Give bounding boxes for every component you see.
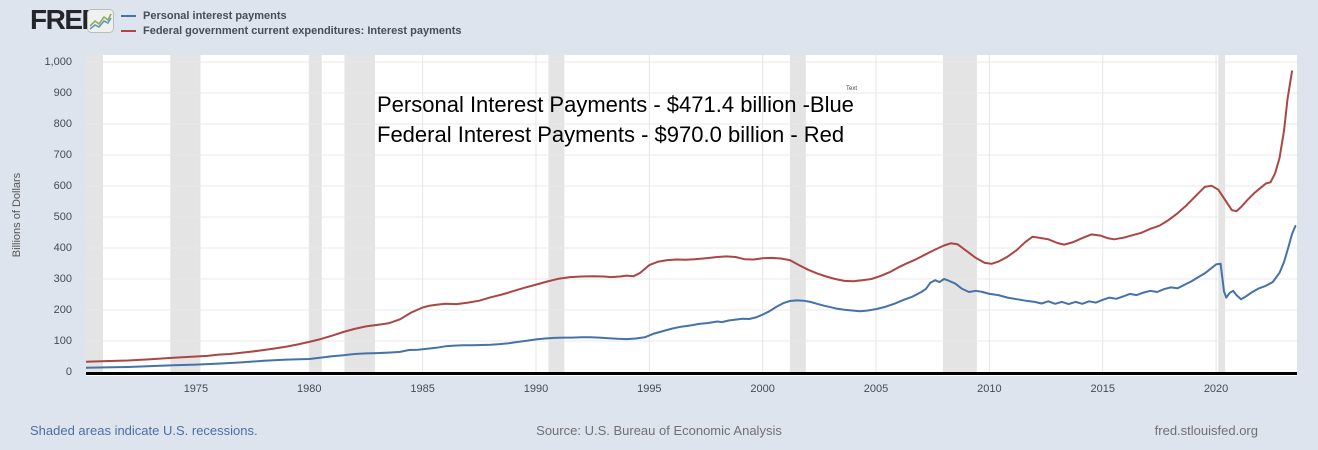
recessions-note-link[interactable]: Shaded areas indicate U.S. recessions.: [30, 423, 258, 438]
y-tick-label: 1,000: [44, 56, 72, 68]
y-tick-label: 200: [53, 304, 72, 316]
x-tick-label: 1980: [297, 383, 322, 395]
series-line-federal[interactable]: [86, 70, 1293, 363]
legend-dash-icon: [121, 29, 136, 32]
y-tick-label: 100: [53, 335, 72, 347]
x-axis-line: [86, 372, 1297, 375]
x-tick-label: 1990: [523, 383, 549, 395]
recession-band: [942, 55, 977, 372]
chart-annotation: Personal Interest Payments - $471.4 bill…: [377, 90, 854, 150]
legend-item-0: Personal interest payments: [121, 8, 461, 23]
y-tick-label: 900: [53, 87, 72, 99]
annotation-line-federal: Federal Interest Payments - $970.0 billi…: [377, 122, 845, 147]
x-tick-label: 2010: [977, 383, 1002, 395]
y-tick-label: 700: [53, 149, 72, 161]
legend-dash-icon: [121, 14, 136, 17]
y-tick-label: 300: [53, 273, 72, 285]
fred-sparkline-icon: [87, 9, 114, 38]
x-tick-label: 1985: [410, 383, 435, 395]
annotation-line-personal: Personal Interest Payments - $471.4 bill…: [377, 92, 854, 117]
x-tick-label: 1995: [637, 383, 662, 395]
recession-band: [344, 55, 376, 372]
legend: Personal interest payments Federal govern…: [121, 8, 461, 38]
legend-label: Federal government current expenditures:…: [143, 24, 462, 37]
x-tick-label: 2015: [1090, 383, 1115, 395]
recession-band: [1218, 55, 1226, 372]
legend-label: Personal interest payments: [143, 9, 287, 22]
x-tick-label: 2000: [750, 383, 775, 395]
y-tick-label: 800: [53, 118, 72, 130]
fred-site-link[interactable]: fred.stlouisfed.org: [1154, 423, 1258, 438]
recession-band: [789, 55, 806, 372]
annotation-text-handle: Text: [846, 86, 858, 92]
plot-area[interactable]: [86, 55, 1297, 376]
x-tick-label: 1975: [183, 383, 209, 395]
recession-band: [548, 55, 565, 372]
recession-band: [86, 55, 104, 372]
x-tick-label: 2005: [863, 383, 889, 395]
series-line-personal[interactable]: [86, 225, 1297, 369]
x-tick-label: 2020: [1203, 383, 1229, 395]
legend-item-1: Federal government current expenditures:…: [121, 23, 461, 38]
y-tick-label: 0: [65, 366, 72, 378]
source-text: Source: U.S. Bureau of Economic Analysis: [536, 423, 782, 438]
recession-band: [309, 55, 322, 372]
y-tick-label: 500: [53, 211, 72, 223]
y-tick-label: 600: [53, 180, 72, 192]
y-tick-label: 400: [53, 242, 72, 254]
